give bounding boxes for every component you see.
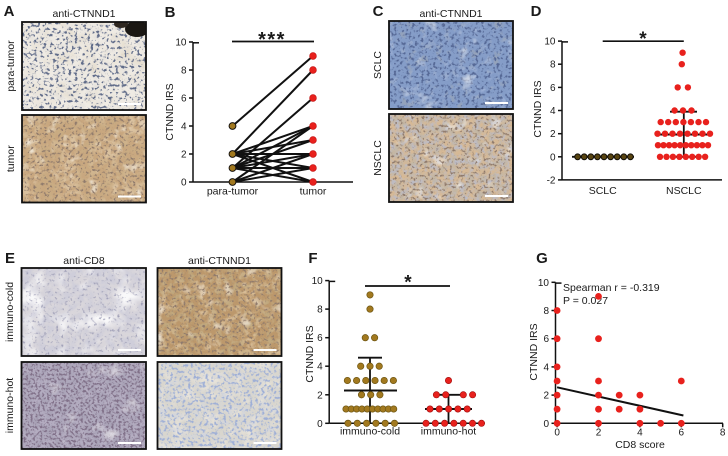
- svg-text:10: 10: [312, 276, 324, 287]
- svg-text:A: A: [4, 3, 15, 20]
- svg-text:B: B: [165, 4, 176, 21]
- svg-text:immuno-hot: immuno-hot: [4, 378, 16, 434]
- svg-text:D: D: [531, 3, 542, 20]
- svg-text:anti-CTNND1: anti-CTNND1: [52, 8, 115, 20]
- svg-text:6: 6: [317, 333, 323, 344]
- svg-text:Spearman r = -0.319: Spearman r = -0.319: [563, 282, 660, 294]
- svg-text:4: 4: [637, 427, 643, 438]
- svg-text:para-tumor: para-tumor: [5, 40, 17, 92]
- svg-text:6: 6: [550, 83, 556, 94]
- svg-text:0: 0: [317, 419, 323, 430]
- svg-text:2: 2: [543, 391, 549, 402]
- svg-text:anti-CTNND1: anti-CTNND1: [188, 255, 251, 267]
- svg-text:NSCLC: NSCLC: [666, 185, 702, 197]
- svg-text:4: 4: [550, 106, 556, 117]
- svg-text:SCLC: SCLC: [589, 185, 617, 197]
- svg-text:4: 4: [181, 122, 187, 133]
- svg-text:8: 8: [550, 60, 556, 71]
- svg-text:C: C: [373, 3, 384, 20]
- svg-text:10: 10: [538, 278, 550, 289]
- svg-text:*: *: [639, 29, 647, 50]
- svg-text:8: 8: [543, 306, 549, 317]
- svg-text:10: 10: [544, 37, 556, 48]
- svg-text:8: 8: [181, 66, 187, 77]
- svg-text:***: ***: [258, 29, 286, 51]
- svg-text:immuno-hot: immuno-hot: [421, 426, 477, 438]
- svg-text:F: F: [308, 250, 317, 267]
- svg-text:G: G: [536, 250, 548, 267]
- svg-text:6: 6: [543, 334, 549, 345]
- svg-text:4: 4: [543, 362, 549, 373]
- svg-text:CD8 score: CD8 score: [615, 439, 665, 451]
- svg-text:0: 0: [543, 419, 549, 430]
- svg-text:8: 8: [317, 305, 323, 316]
- svg-text:6: 6: [181, 94, 187, 105]
- svg-text:6: 6: [679, 427, 685, 438]
- svg-text:anti-CTNND1: anti-CTNND1: [419, 8, 482, 20]
- svg-text:2: 2: [181, 150, 187, 161]
- svg-text:immuno-cold: immuno-cold: [340, 426, 400, 438]
- svg-text:0: 0: [181, 178, 187, 189]
- svg-text:CTNND IRS: CTNND IRS: [304, 325, 316, 382]
- svg-text:CTNND IRS: CTNND IRS: [528, 323, 540, 380]
- svg-text:para-tumor: para-tumor: [207, 186, 259, 198]
- svg-text:CTNND IRS: CTNND IRS: [532, 80, 544, 137]
- svg-text:8: 8: [720, 427, 726, 438]
- svg-text:SCLC: SCLC: [372, 51, 384, 79]
- svg-text:2: 2: [596, 427, 602, 438]
- svg-text:tumor: tumor: [300, 186, 327, 198]
- svg-text:*: *: [404, 273, 412, 294]
- svg-text:0: 0: [554, 427, 560, 438]
- svg-text:E: E: [5, 250, 15, 267]
- svg-text:2: 2: [317, 390, 323, 401]
- svg-text:0: 0: [550, 152, 556, 163]
- svg-text:4: 4: [317, 362, 323, 373]
- svg-text:immuno-cold: immuno-cold: [4, 282, 16, 342]
- svg-text:2: 2: [550, 129, 556, 140]
- svg-text:-2: -2: [547, 175, 556, 186]
- svg-text:CTNND IRS: CTNND IRS: [164, 83, 176, 140]
- svg-text:10: 10: [175, 38, 187, 49]
- svg-text:NSCLC: NSCLC: [372, 140, 384, 176]
- svg-text:tumor: tumor: [5, 145, 17, 172]
- svg-text:anti-CD8: anti-CD8: [63, 255, 105, 267]
